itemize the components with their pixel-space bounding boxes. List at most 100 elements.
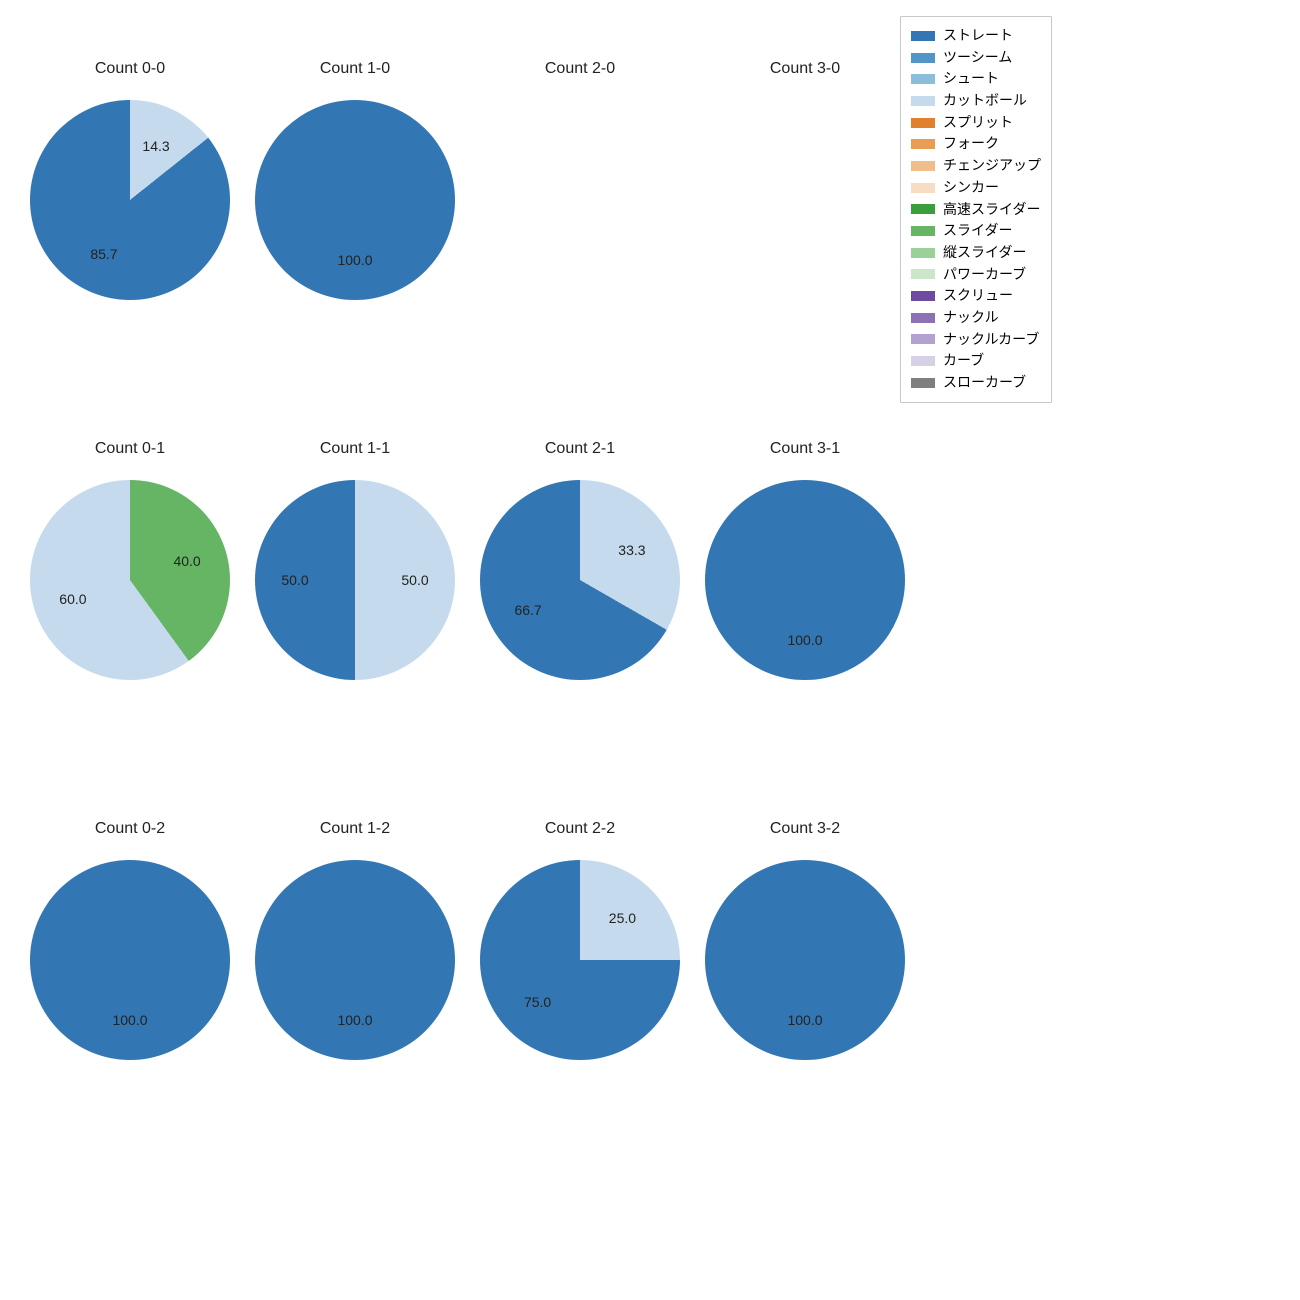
- slice-label: 40.0: [173, 553, 200, 569]
- legend-item: シュート: [911, 68, 1041, 90]
- pie: [480, 860, 680, 1060]
- subplot-title: Count 0-2: [20, 820, 240, 838]
- legend-swatch: [911, 378, 935, 388]
- subplot: Count 0-085.714.3: [20, 90, 240, 310]
- legend-item: シンカー: [911, 177, 1041, 199]
- slice-label: 50.0: [281, 572, 308, 588]
- subplot: Count 3-1100.0: [695, 470, 915, 690]
- legend-item: カーブ: [911, 350, 1041, 372]
- legend-label: スライダー: [943, 220, 1012, 242]
- legend-item: ツーシーム: [911, 47, 1041, 69]
- slice-label: 100.0: [337, 252, 372, 268]
- slice-label: 66.7: [514, 602, 541, 618]
- pie: [705, 480, 905, 680]
- subplot: Count 1-2100.0: [245, 850, 465, 1070]
- legend-swatch: [911, 226, 935, 236]
- legend-item: スプリット: [911, 112, 1041, 134]
- subplot-title: Count 1-1: [245, 440, 465, 458]
- legend-label: フォーク: [943, 133, 999, 155]
- subplot-title: Count 3-0: [695, 60, 915, 78]
- subplot: Count 1-0100.0: [245, 90, 465, 310]
- subplot: Count 3-0: [695, 90, 915, 310]
- legend-item: フォーク: [911, 133, 1041, 155]
- legend-label: ナックル: [943, 307, 999, 329]
- pie: [255, 860, 455, 1060]
- legend-label: ツーシーム: [943, 47, 1012, 69]
- pie: [255, 100, 455, 300]
- legend: ストレートツーシームシュートカットボールスプリットフォークチェンジアップシンカー…: [900, 16, 1052, 403]
- legend-swatch: [911, 269, 935, 279]
- legend-swatch: [911, 118, 935, 128]
- subplot: Count 3-2100.0: [695, 850, 915, 1070]
- legend-label: パワーカーブ: [943, 264, 1026, 286]
- legend-label: カットボール: [943, 90, 1027, 112]
- legend-label: スプリット: [943, 112, 1013, 134]
- subplot-title: Count 2-1: [470, 440, 690, 458]
- legend-swatch: [911, 291, 935, 301]
- subplot-title: Count 0-0: [20, 60, 240, 78]
- slice-label: 100.0: [112, 1012, 147, 1028]
- legend-swatch: [911, 139, 935, 149]
- slice-label: 50.0: [401, 572, 428, 588]
- legend-label: 高速スライダー: [943, 199, 1040, 221]
- slice-label: 75.0: [524, 994, 551, 1010]
- slice-label: 25.0: [609, 910, 636, 926]
- legend-item: チェンジアップ: [911, 155, 1041, 177]
- legend-swatch: [911, 248, 935, 258]
- legend-label: シュート: [943, 68, 999, 90]
- legend-swatch: [911, 96, 935, 106]
- slice-label: 100.0: [787, 1012, 822, 1028]
- legend-label: チェンジアップ: [943, 155, 1041, 177]
- legend-swatch: [911, 53, 935, 63]
- subplot-title: Count 2-2: [470, 820, 690, 838]
- legend-item: ナックルカーブ: [911, 329, 1041, 351]
- legend-swatch: [911, 204, 935, 214]
- pie: [705, 860, 905, 1060]
- legend-item: 高速スライダー: [911, 199, 1041, 221]
- pie: [705, 100, 905, 300]
- legend-item: 縦スライダー: [911, 242, 1041, 264]
- subplot: Count 0-2100.0: [20, 850, 240, 1070]
- slice-label: 33.3: [618, 542, 645, 558]
- slice-label: 85.7: [90, 246, 117, 262]
- subplot-title: Count 3-1: [695, 440, 915, 458]
- legend-label: ストレート: [943, 25, 1013, 47]
- pie: [30, 480, 230, 680]
- legend-swatch: [911, 161, 935, 171]
- legend-item: スクリュー: [911, 285, 1041, 307]
- subplot: Count 2-275.025.0: [470, 850, 690, 1070]
- legend-swatch: [911, 356, 935, 366]
- pie-grid: Count 0-085.714.3Count 1-0100.0Count 2-0…: [0, 0, 1300, 1300]
- legend-label: カーブ: [943, 350, 984, 372]
- legend-item: ストレート: [911, 25, 1041, 47]
- legend-item: スローカーブ: [911, 372, 1041, 394]
- legend-swatch: [911, 183, 935, 193]
- subplot: Count 1-150.050.0: [245, 470, 465, 690]
- legend-swatch: [911, 313, 935, 323]
- legend-label: シンカー: [943, 177, 999, 199]
- slice-label: 100.0: [787, 632, 822, 648]
- legend-item: スライダー: [911, 220, 1041, 242]
- slice-label: 100.0: [337, 1012, 372, 1028]
- pie: [30, 860, 230, 1060]
- subplot: Count 0-160.040.0: [20, 470, 240, 690]
- subplot-title: Count 2-0: [470, 60, 690, 78]
- legend-item: ナックル: [911, 307, 1041, 329]
- pie: [480, 100, 680, 300]
- pie: [30, 100, 230, 300]
- subplot-title: Count 1-2: [245, 820, 465, 838]
- subplot: Count 2-0: [470, 90, 690, 310]
- legend-item: パワーカーブ: [911, 264, 1041, 286]
- subplot-title: Count 1-0: [245, 60, 465, 78]
- subplot-title: Count 0-1: [20, 440, 240, 458]
- legend-swatch: [911, 31, 935, 41]
- legend-label: スクリュー: [943, 285, 1013, 307]
- slice-label: 14.3: [142, 138, 169, 154]
- legend-label: 縦スライダー: [943, 242, 1026, 264]
- subplot-title: Count 3-2: [695, 820, 915, 838]
- subplot: Count 2-166.733.3: [470, 470, 690, 690]
- legend-item: カットボール: [911, 90, 1041, 112]
- legend-label: スローカーブ: [943, 372, 1026, 394]
- legend-swatch: [911, 74, 935, 84]
- legend-label: ナックルカーブ: [943, 329, 1039, 351]
